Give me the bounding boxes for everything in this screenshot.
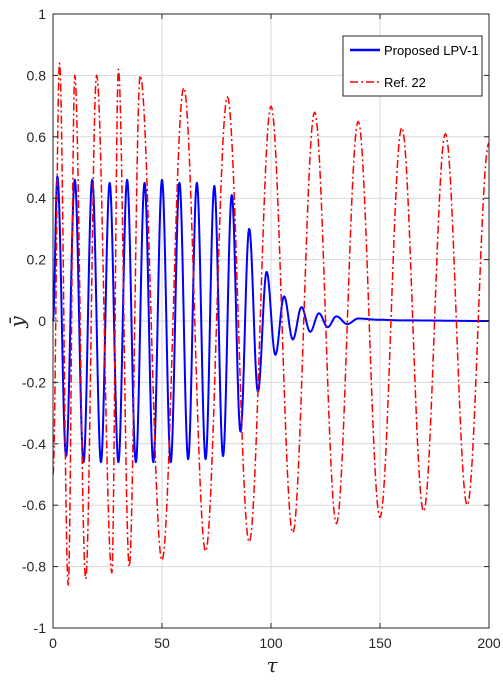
x-tick-label: 100: [259, 635, 283, 651]
x-tick-label: 200: [477, 635, 501, 651]
y-tick-label: 0.6: [27, 129, 47, 145]
x-tick-label: 150: [368, 635, 392, 651]
y-tick-label: 0.4: [27, 190, 47, 206]
ticks: [52, 13, 490, 629]
series-line-ref22: [52, 62, 490, 586]
y-tick-label: 1: [38, 6, 46, 22]
y-tick-label: -0.2: [22, 374, 46, 390]
tick-labels: 0 50 100 150 200 -1 -0.8 -0.6 -0.4 -0.2 0 0.2 0.4 0.6…: [22, 6, 501, 651]
y-tick-label: 0.2: [27, 252, 47, 268]
y-tick-label: -0.6: [22, 497, 46, 513]
legend-label-proposed: Proposed LPV-1: [384, 43, 479, 58]
x-tick-label: 0: [49, 635, 57, 651]
legend-box: [342, 35, 483, 97]
y-tick-label: -0.4: [22, 436, 46, 452]
series-line-proposed: [52, 175, 489, 464]
x-axis-label: τ: [266, 653, 278, 677]
legend-label-ref22: Ref. 22: [384, 75, 426, 90]
y-tick-label: 0: [38, 313, 46, 329]
x-tick-label: 50: [154, 635, 170, 651]
y-tick-label: -1: [34, 620, 47, 636]
y-tick-label: 0.8: [27, 67, 47, 83]
y-axis-label: ȳ: [5, 316, 29, 329]
series-layer: [52, 62, 490, 586]
legend: Proposed LPV-1 Ref. 22: [342, 35, 483, 97]
y-tick-label: -0.8: [22, 559, 46, 575]
